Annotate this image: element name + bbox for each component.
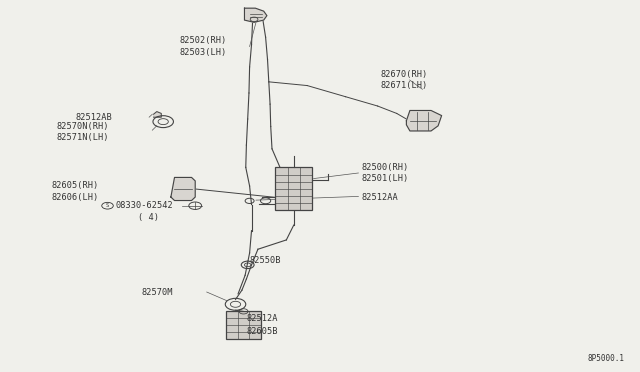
Bar (226, 311, 261, 339)
Text: 82500(RH)
82501(LH): 82500(RH) 82501(LH) (362, 163, 409, 183)
Text: 82570N(RH)
82571N(LH): 82570N(RH) 82571N(LH) (56, 122, 109, 142)
Polygon shape (154, 112, 161, 117)
Text: 82605(RH)
82606(LH): 82605(RH) 82606(LH) (52, 181, 99, 202)
Text: 82502(RH)
82503(LH): 82502(RH) 82503(LH) (180, 36, 227, 57)
Text: 82570M: 82570M (141, 288, 173, 296)
Text: S: S (106, 203, 109, 208)
Polygon shape (244, 8, 267, 22)
Text: 82512AB: 82512AB (76, 113, 112, 122)
Text: 82550B: 82550B (250, 256, 281, 265)
Polygon shape (171, 177, 195, 201)
Text: 8P5000.1: 8P5000.1 (587, 354, 624, 363)
Text: ( 4): ( 4) (138, 213, 159, 222)
Text: 82605B: 82605B (246, 327, 278, 336)
Text: 08330-62542: 08330-62542 (115, 201, 173, 210)
Bar (275, 167, 312, 210)
Polygon shape (406, 110, 442, 131)
Text: 82512AA: 82512AA (362, 193, 398, 202)
Text: 82512A: 82512A (246, 314, 278, 323)
Text: 82670(RH)
82671(LH): 82670(RH) 82671(LH) (381, 70, 428, 90)
